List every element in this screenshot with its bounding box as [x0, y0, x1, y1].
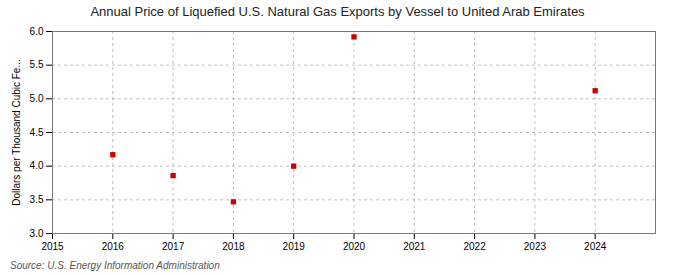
svg-text:2023: 2023: [524, 241, 547, 252]
svg-text:2022: 2022: [463, 241, 486, 252]
svg-text:4.5: 4.5: [30, 127, 44, 138]
svg-text:6.0: 6.0: [30, 26, 44, 37]
svg-text:3.5: 3.5: [30, 194, 44, 205]
svg-text:2018: 2018: [222, 241, 245, 252]
svg-text:2017: 2017: [162, 241, 185, 252]
svg-text:2015: 2015: [41, 241, 64, 252]
svg-text:3.0: 3.0: [30, 228, 44, 239]
html-text:Source: U.S. Energy Informatio: Source: U.S. Energy Information Administ…: [10, 260, 220, 271]
svg-text:5.0: 5.0: [30, 93, 44, 104]
svg-text:2024: 2024: [584, 241, 607, 252]
svg-text:4.0: 4.0: [30, 160, 44, 171]
svg-text:2021: 2021: [403, 241, 426, 252]
svg-text:2016: 2016: [102, 241, 125, 252]
svg-text:5.5: 5.5: [30, 59, 44, 70]
svg-text:2019: 2019: [283, 241, 306, 252]
svg-text:Dollars per Thousand Cubic Fe.: Dollars per Thousand Cubic Fe...: [11, 59, 22, 206]
html-text:Annual Price of Liquefied U.S.: Annual Price of Liquefied U.S. Natural G…: [90, 4, 585, 19]
svg-text:2020: 2020: [343, 241, 366, 252]
